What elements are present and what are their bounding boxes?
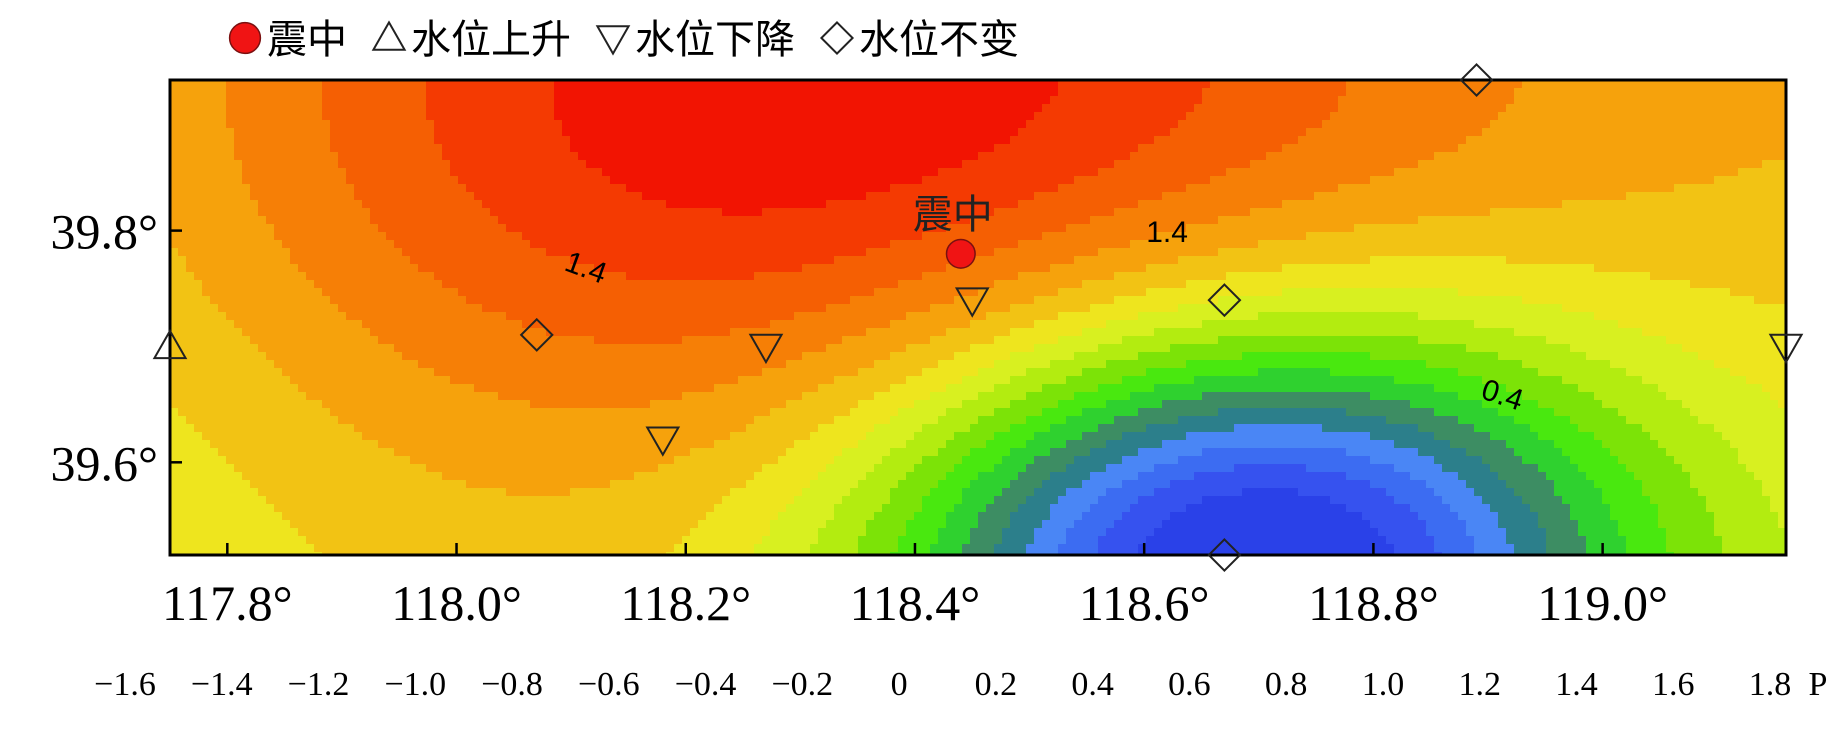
- color-scale-labels: −1.6 −1.4 −1.2 −1.0 −0.8 −0.6 −0.4 −0.2 0 0.2 0.4 0…: [94, 666, 1827, 703]
- y-tick-label-0: 39.6°: [51, 435, 159, 491]
- scale-label-11: 0.6: [1168, 666, 1211, 703]
- legend-label-1: 水位上升: [411, 17, 571, 63]
- station-diamond-7: [1459, 62, 1494, 98]
- legend-label-0: 震中: [267, 17, 347, 63]
- station-markers: 震中: [152, 62, 1804, 573]
- legend: 震中 水位上升 水位下降 水位不变: [228, 17, 1019, 63]
- station-diamond-6: [1207, 537, 1242, 573]
- legend-epicenter-marker: [228, 21, 262, 55]
- scale-label-6: −0.4: [675, 666, 737, 703]
- y-axis: 39.6° 39.8°: [51, 204, 182, 491]
- scale-label-10: 0.4: [1071, 666, 1114, 703]
- x-tick-label-4: 118.6°: [1079, 575, 1210, 631]
- y-tick-label-1: 39.8°: [51, 204, 159, 260]
- epicenter-label: 震中: [913, 192, 993, 238]
- scale-label-0: −1.6: [94, 666, 156, 703]
- scale-unit-label: P: [1809, 666, 1828, 703]
- scale-label-2: −1.2: [288, 666, 350, 703]
- station-triangle-up-0: [152, 328, 188, 360]
- scale-label-8: 0: [891, 666, 908, 703]
- x-tick-label-6: 119.0°: [1537, 575, 1668, 631]
- legend-label-2: 水位下降: [635, 17, 795, 63]
- legend-label-3: 水位不变: [859, 17, 1019, 63]
- scale-label-13: 1.0: [1362, 666, 1405, 703]
- scale-label-17: 1.8: [1749, 666, 1792, 703]
- scale-label-5: −0.6: [578, 666, 640, 703]
- epicenter-marker: [945, 238, 976, 269]
- legend-diamond-marker: [819, 20, 855, 56]
- plot-frame: [168, 78, 1788, 557]
- contour-field: [170, 80, 1786, 555]
- x-tick-label-1: 118.0°: [391, 575, 522, 631]
- x-tick-label-3: 118.4°: [850, 575, 981, 631]
- station-diamond-5: [1207, 283, 1242, 318]
- scale-label-1: −1.4: [191, 666, 253, 703]
- legend-triangle-down-marker: [595, 25, 631, 56]
- x-tick-label-0: 117.8°: [162, 575, 293, 631]
- station-triangle-down-4: [954, 287, 990, 318]
- scale-label-3: −1.0: [384, 666, 446, 703]
- scale-label-9: 0.2: [975, 666, 1018, 703]
- x-tick-label-2: 118.2°: [620, 575, 751, 631]
- contour-label-1: 1.4: [1146, 216, 1188, 249]
- station-triangle-down-8: [1768, 333, 1804, 365]
- scale-label-4: −0.8: [481, 666, 543, 703]
- legend-triangle-up-marker: [371, 20, 407, 51]
- scale-label-7: −0.2: [772, 666, 834, 703]
- station-triangle-down-2: [645, 426, 681, 457]
- scale-label-15: 1.4: [1555, 666, 1598, 703]
- scale-label-12: 0.8: [1265, 666, 1308, 703]
- x-axis: 117.8° 118.0° 118.2° 118.4° 118.6° 118.8° 119.…: [162, 543, 1668, 631]
- scale-label-16: 1.6: [1652, 666, 1695, 703]
- station-triangle-down-3: [748, 333, 784, 365]
- station-diamond-1: [519, 317, 554, 352]
- scale-label-14: 1.2: [1458, 666, 1501, 703]
- x-tick-label-5: 118.8°: [1308, 575, 1439, 631]
